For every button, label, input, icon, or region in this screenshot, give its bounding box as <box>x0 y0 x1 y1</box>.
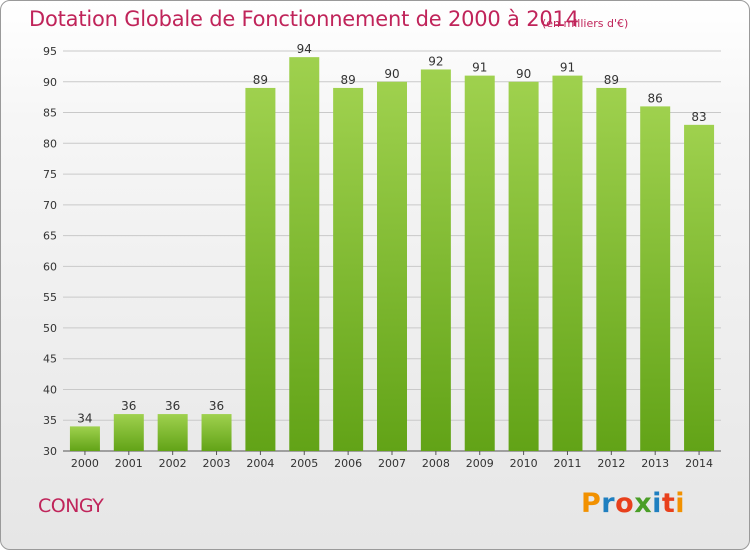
logo-letter: t <box>661 488 676 519</box>
y-tick-label: 70 <box>43 199 57 212</box>
x-tick-label: 2003 <box>203 457 231 470</box>
value-labels: 34 36 36 36 89 94 89 90 92 91 90 91 89 86 83 <box>77 42 706 425</box>
bar-2000 <box>69 426 100 451</box>
value-label: 90 <box>516 67 531 81</box>
x-tick-label: 2007 <box>378 457 406 470</box>
y-tick-label: 45 <box>43 353 57 366</box>
y-tick-label: 80 <box>43 137 57 150</box>
x-tick-label: 2011 <box>553 457 581 470</box>
bar-2012 <box>596 87 627 451</box>
y-tick-label: 40 <box>43 383 57 396</box>
y-tick-label: 55 <box>43 291 57 304</box>
chart-title: Dotation Globale de Fonctionnement de 20… <box>29 7 579 31</box>
x-tick-label: 2010 <box>510 457 538 470</box>
value-label: 91 <box>560 61 575 75</box>
bar-2011 <box>552 75 583 451</box>
y-tick-label: 30 <box>43 445 57 458</box>
y-tick-label: 50 <box>43 322 57 335</box>
bar-2002 <box>157 414 188 451</box>
bar-2010 <box>508 81 539 452</box>
value-label: 34 <box>77 411 92 425</box>
x-tick-label: 2008 <box>422 457 450 470</box>
commune-name: CONGY <box>38 495 104 517</box>
y-tick-label: 75 <box>43 168 57 181</box>
bar-2005 <box>289 57 320 452</box>
bar-2008 <box>420 69 451 451</box>
y-tick-label: 85 <box>43 107 57 120</box>
value-label: 91 <box>472 61 487 75</box>
chart-unit-note: (en milliers d'€) <box>542 17 629 30</box>
value-label: 36 <box>165 399 180 413</box>
value-label: 94 <box>297 42 312 56</box>
proxiti-logo: Proxiti <box>581 488 685 519</box>
bar-2006 <box>333 87 364 451</box>
y-tick-label: 95 <box>43 45 57 58</box>
logo-letter: i <box>652 488 662 519</box>
x-tick-label: 2006 <box>334 457 362 470</box>
y-tick-label: 60 <box>43 260 57 273</box>
value-label: 89 <box>604 73 619 87</box>
bar-2007 <box>377 81 407 452</box>
bars <box>69 57 715 452</box>
x-tick-label: 2005 <box>290 457 318 470</box>
bar-2003 <box>201 414 232 451</box>
bar-2013 <box>640 106 671 451</box>
value-label: 86 <box>648 91 663 105</box>
bar-2014 <box>684 124 715 451</box>
x-axis-ticks: 2000 2001 2002 2003 2004 2005 2006 2007 2008 2009… <box>71 451 713 470</box>
logo-letter: P <box>581 488 602 519</box>
logo-letter: x <box>634 488 653 519</box>
bar-2001 <box>113 414 144 451</box>
y-tick-label: 35 <box>43 414 57 427</box>
x-tick-label: 2012 <box>597 457 625 470</box>
x-tick-label: 2001 <box>115 457 143 470</box>
value-label: 92 <box>428 54 443 68</box>
value-label: 90 <box>384 67 399 81</box>
logo-letter: o <box>615 488 635 519</box>
y-axis-ticks: 30 35 40 45 50 55 60 65 70 75 80 85 90 95 <box>43 45 57 458</box>
x-tick-label: 2000 <box>71 457 99 470</box>
y-tick-label: 90 <box>43 76 57 89</box>
bar-2004 <box>245 87 276 451</box>
y-tick-label: 65 <box>43 230 57 243</box>
value-label: 36 <box>121 399 136 413</box>
x-tick-label: 2009 <box>466 457 494 470</box>
x-tick-label: 2002 <box>159 457 187 470</box>
logo-letter: i <box>675 488 686 519</box>
value-label: 83 <box>691 110 706 124</box>
value-label: 89 <box>253 73 268 87</box>
x-tick-label: 2013 <box>641 457 669 470</box>
x-tick-label: 2014 <box>685 457 713 470</box>
value-label: 36 <box>209 399 224 413</box>
value-label: 89 <box>340 73 355 87</box>
logo-letter: r <box>601 488 616 519</box>
x-tick-label: 2004 <box>246 457 274 470</box>
bar-2009 <box>464 75 495 451</box>
